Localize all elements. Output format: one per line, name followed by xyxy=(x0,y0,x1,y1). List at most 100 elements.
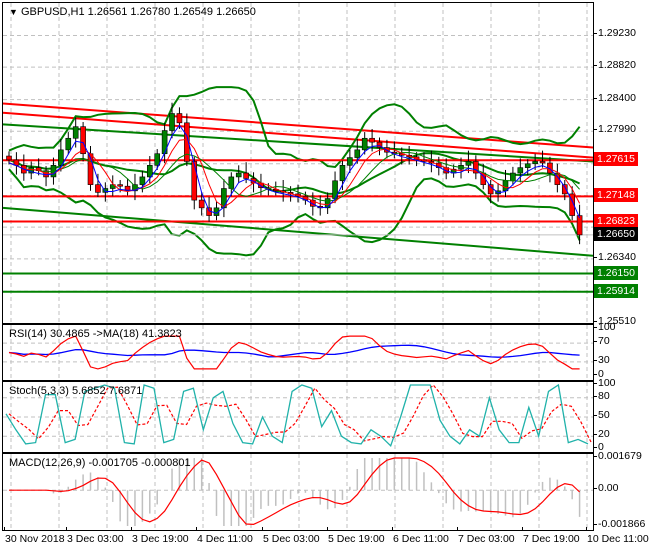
time-label: 30 Nov 2018 xyxy=(5,533,65,545)
rsi-line xyxy=(8,335,580,370)
candle-body xyxy=(191,161,198,201)
stoch-chart-canvas[interactable] xyxy=(3,382,593,452)
trendline xyxy=(3,123,593,163)
price-pane[interactable]: ▼ GBPUSD,H1 1.26561 1.26780 1.26549 1.26… xyxy=(2,2,594,324)
stoch-tick: 50 xyxy=(594,409,610,421)
stoch-signal-line xyxy=(8,384,592,443)
candle-body xyxy=(146,165,153,178)
resistance-price-label: 1.27615 xyxy=(594,152,638,167)
triangle-down-icon[interactable]: ▼ xyxy=(9,7,18,17)
candle-body xyxy=(347,157,353,166)
resistance-price-label: 1.26823 xyxy=(594,213,638,228)
stoch-tick: 100 xyxy=(594,377,616,389)
candle-body xyxy=(532,161,538,165)
rsi-tick: 30 xyxy=(594,353,610,366)
current-price-label: 1.26650 xyxy=(594,226,638,241)
trendline xyxy=(3,102,593,149)
time-tick xyxy=(4,527,5,531)
candle-body xyxy=(361,137,368,151)
rsi-axis: 100 70 30 0 xyxy=(594,321,660,381)
support-price-label: 1.26150 xyxy=(594,265,638,280)
candle-body xyxy=(176,113,183,124)
price-tick: 1.27990 xyxy=(594,123,636,136)
time-tick xyxy=(457,527,458,531)
macd-chart-canvas[interactable] xyxy=(3,454,593,530)
candle-body xyxy=(569,193,575,216)
time-label: 7 Dec 19:00 xyxy=(523,533,580,545)
price-chart-canvas[interactable] xyxy=(3,3,593,323)
resistance-price-label: 1.27148 xyxy=(594,188,638,203)
candle-body xyxy=(510,172,516,182)
stoch-title: Stoch(5,3,3) 5.6852 7.6871 xyxy=(9,385,143,397)
stoch-tick: 0 xyxy=(594,441,604,453)
macd-pane[interactable]: MACD(12,26,9) -0.001705 -0.000801 xyxy=(2,453,594,531)
time-label: 6 Dec 11:00 xyxy=(393,533,449,545)
bollinger-band xyxy=(8,152,581,195)
macd-tick: -0.001866 xyxy=(593,518,646,530)
time-tick xyxy=(327,527,328,531)
bollinger-band xyxy=(8,168,581,257)
candle-body xyxy=(376,141,383,148)
time-label: 5 Dec 19:00 xyxy=(328,533,385,545)
candle-body xyxy=(524,163,531,168)
rsi-tick: 0 xyxy=(594,368,604,380)
bollinger-band xyxy=(8,86,581,169)
time-tick xyxy=(392,527,393,531)
macd-title: MACD(12,26,9) -0.001705 -0.000801 xyxy=(9,457,191,469)
support-price-label: 1.25914 xyxy=(594,283,638,298)
candle-body xyxy=(554,172,561,185)
candle-body xyxy=(102,188,109,193)
rsi-ma-line xyxy=(8,344,580,358)
candle-body xyxy=(324,198,331,209)
candle-body xyxy=(139,176,146,185)
time-tick xyxy=(196,527,197,531)
candle-body xyxy=(369,137,375,143)
candle-body xyxy=(235,172,242,178)
candle-body xyxy=(310,199,316,207)
candle-body xyxy=(124,185,131,192)
candle-body xyxy=(243,172,249,179)
candle-body xyxy=(561,184,568,195)
stoch-pane[interactable]: Stoch(5,3,3) 5.6852 7.6871 xyxy=(2,381,594,453)
chart-title: ▼ GBPUSD,H1 1.26561 1.26780 1.26549 1.26… xyxy=(9,6,256,18)
time-tick xyxy=(586,527,587,531)
candle-body xyxy=(132,184,138,192)
price-axis: 1.29230 1.28820 1.28400 1.27990 1.26340 1.255… xyxy=(594,2,660,327)
stoch-tick: 20 xyxy=(594,428,610,441)
time-label: 10 Dec 11:00 xyxy=(587,533,649,545)
moving-average xyxy=(8,151,580,202)
time-label: 7 Dec 03:00 xyxy=(458,533,515,545)
candle-body xyxy=(80,126,86,155)
candle-body xyxy=(65,137,72,151)
candle-body xyxy=(576,215,583,236)
candle-body xyxy=(198,199,205,209)
moving-average xyxy=(8,138,581,208)
time-tick xyxy=(131,527,132,531)
candle-body xyxy=(6,155,12,161)
price-tick: 1.28400 xyxy=(594,91,636,104)
candle-body xyxy=(154,153,161,166)
rsi-title: RSI(14) 30.4865 ->MA(18) 41.3823 xyxy=(9,328,182,340)
rsi-chart-canvas[interactable] xyxy=(3,325,593,380)
rsi-pane[interactable]: RSI(14) 30.4865 ->MA(18) 41.3823 xyxy=(2,324,594,381)
candle-body xyxy=(95,184,101,193)
time-axis: 30 Nov 2018 3 Dec 03:00 3 Dec 19:00 4 Dec 1… xyxy=(0,527,660,550)
macd-signal-line xyxy=(9,457,581,526)
macd-axis: 0.001679 0.00 -0.001866 xyxy=(593,450,660,531)
macd-tick: 0.00 xyxy=(593,482,619,495)
time-label: 5 Dec 03:00 xyxy=(263,533,320,545)
candle-body xyxy=(517,167,524,174)
candle-body xyxy=(161,130,168,155)
rsi-tick: 100 xyxy=(594,321,616,333)
time-label: 3 Dec 03:00 xyxy=(67,533,124,545)
candle-body xyxy=(117,184,123,187)
candle-body xyxy=(465,161,472,166)
time-tick xyxy=(66,527,67,531)
trendline xyxy=(3,111,593,159)
price-tick: 1.26340 xyxy=(594,250,636,263)
candle-body xyxy=(539,161,546,164)
candle-body xyxy=(169,113,175,131)
candle-body xyxy=(339,165,346,182)
stoch-axis: 100 80 50 20 0 xyxy=(594,377,660,453)
time-label: 3 Dec 19:00 xyxy=(132,533,189,545)
